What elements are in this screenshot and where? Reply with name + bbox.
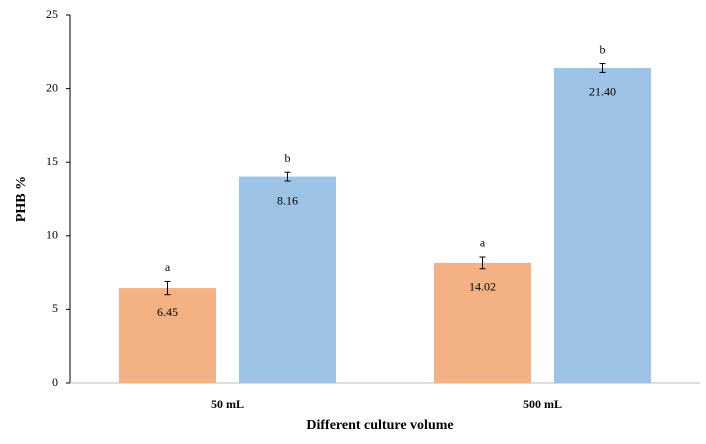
y-tick-label: 25 [46, 7, 58, 21]
x-tick-label: 500 mL [523, 397, 562, 411]
significance-letter: a [480, 236, 486, 250]
bar [434, 262, 531, 383]
bar [119, 288, 216, 383]
bar-label: 6.45 [157, 305, 178, 319]
y-tick-label: 5 [52, 301, 58, 315]
bar-label: 8.16 [277, 193, 298, 207]
bar-label: 14.02 [469, 280, 496, 294]
bar-label: 21.40 [589, 85, 616, 99]
significance-letter: b [600, 42, 606, 56]
y-axis-title: PHB % [14, 176, 29, 222]
bar [554, 67, 651, 383]
bar [239, 176, 336, 383]
y-tick-label: 10 [46, 228, 58, 242]
x-tick-label: 50 mL [211, 397, 244, 411]
significance-letter: a [165, 260, 171, 274]
x-axis-title: Different culture volume [306, 418, 453, 433]
y-tick-label: 15 [46, 154, 58, 168]
y-tick-label: 0 [52, 375, 58, 389]
y-tick-label: 20 [46, 80, 58, 94]
significance-letter: b [285, 151, 291, 165]
